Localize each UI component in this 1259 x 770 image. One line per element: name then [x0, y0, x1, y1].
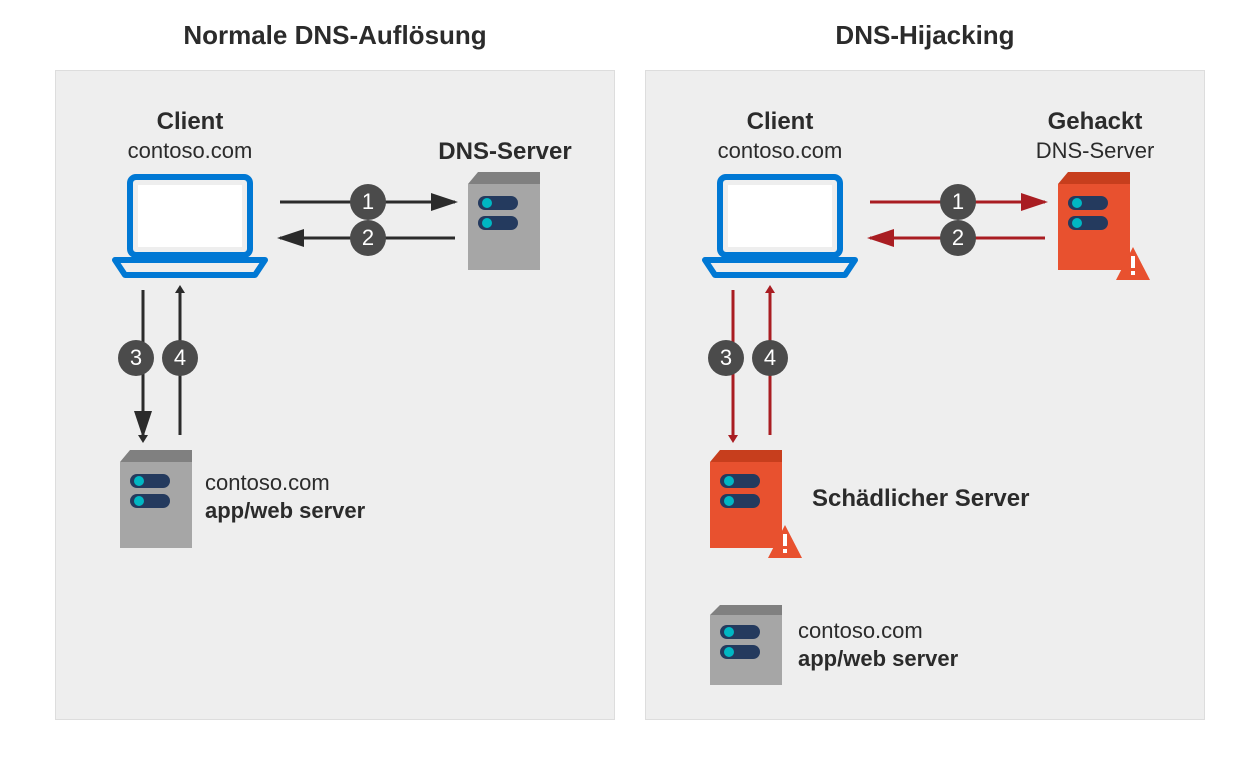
left-step-2: 2	[350, 220, 386, 256]
right-app-line2: app/web server	[798, 646, 958, 672]
right-step-3: 3	[708, 340, 744, 376]
left-client-label-bold: Client	[95, 108, 285, 136]
right-client-domain: contoso.com	[685, 138, 875, 164]
right-client-label-bold: Client	[685, 108, 875, 136]
left-panel-title: Normale DNS-Auflösung	[55, 20, 615, 51]
right-panel-title: DNS-Hijacking	[645, 20, 1205, 51]
app-server-icon	[120, 450, 192, 548]
right-app-line1: contoso.com	[798, 618, 923, 644]
right-app-server-icon	[710, 605, 782, 685]
left-app-line2: app/web server	[205, 498, 365, 524]
malicious-server-label: Schädlicher Server	[812, 485, 1029, 513]
left-client-domain: contoso.com	[95, 138, 285, 164]
right-step-2: 2	[940, 220, 976, 256]
laptop-icon-right	[700, 172, 860, 282]
left-step-3: 3	[118, 340, 154, 376]
left-step-1: 1	[350, 184, 386, 220]
right-step-1: 1	[940, 184, 976, 220]
right-dns-sub: DNS-Server	[1000, 138, 1190, 164]
left-dns-label: DNS-Server	[405, 138, 605, 166]
right-dns-bold: Gehackt	[1000, 108, 1190, 136]
laptop-icon	[110, 172, 270, 282]
right-step-4: 4	[752, 340, 788, 376]
hacked-dns-server-icon	[1058, 172, 1153, 287]
malicious-server-icon	[710, 450, 805, 565]
left-step-4: 4	[162, 340, 198, 376]
left-app-line1: contoso.com	[205, 470, 330, 496]
dns-server-icon	[468, 172, 540, 270]
